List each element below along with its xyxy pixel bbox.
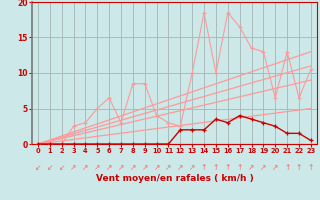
- Text: ↑: ↑: [284, 163, 290, 172]
- Text: ↗: ↗: [177, 163, 184, 172]
- Text: ↗: ↗: [260, 163, 267, 172]
- Text: ↑: ↑: [236, 163, 243, 172]
- Text: ↑: ↑: [308, 163, 314, 172]
- Text: ↗: ↗: [189, 163, 196, 172]
- Text: ↗: ↗: [272, 163, 278, 172]
- Text: ↗: ↗: [70, 163, 77, 172]
- Text: ↗: ↗: [141, 163, 148, 172]
- Text: ↗: ↗: [82, 163, 89, 172]
- Text: ↗: ↗: [106, 163, 112, 172]
- Text: ↑: ↑: [213, 163, 219, 172]
- Text: ↑: ↑: [201, 163, 207, 172]
- Text: ↑: ↑: [296, 163, 302, 172]
- Text: ↗: ↗: [118, 163, 124, 172]
- Text: ↗: ↗: [94, 163, 100, 172]
- Text: ↙: ↙: [59, 163, 65, 172]
- Text: ↙: ↙: [47, 163, 53, 172]
- Text: ↗: ↗: [165, 163, 172, 172]
- Text: ↗: ↗: [130, 163, 136, 172]
- Text: ↑: ↑: [225, 163, 231, 172]
- Text: ↗: ↗: [248, 163, 255, 172]
- Text: ↗: ↗: [153, 163, 160, 172]
- Text: ↙: ↙: [35, 163, 41, 172]
- X-axis label: Vent moyen/en rafales ( km/h ): Vent moyen/en rafales ( km/h ): [96, 174, 253, 183]
